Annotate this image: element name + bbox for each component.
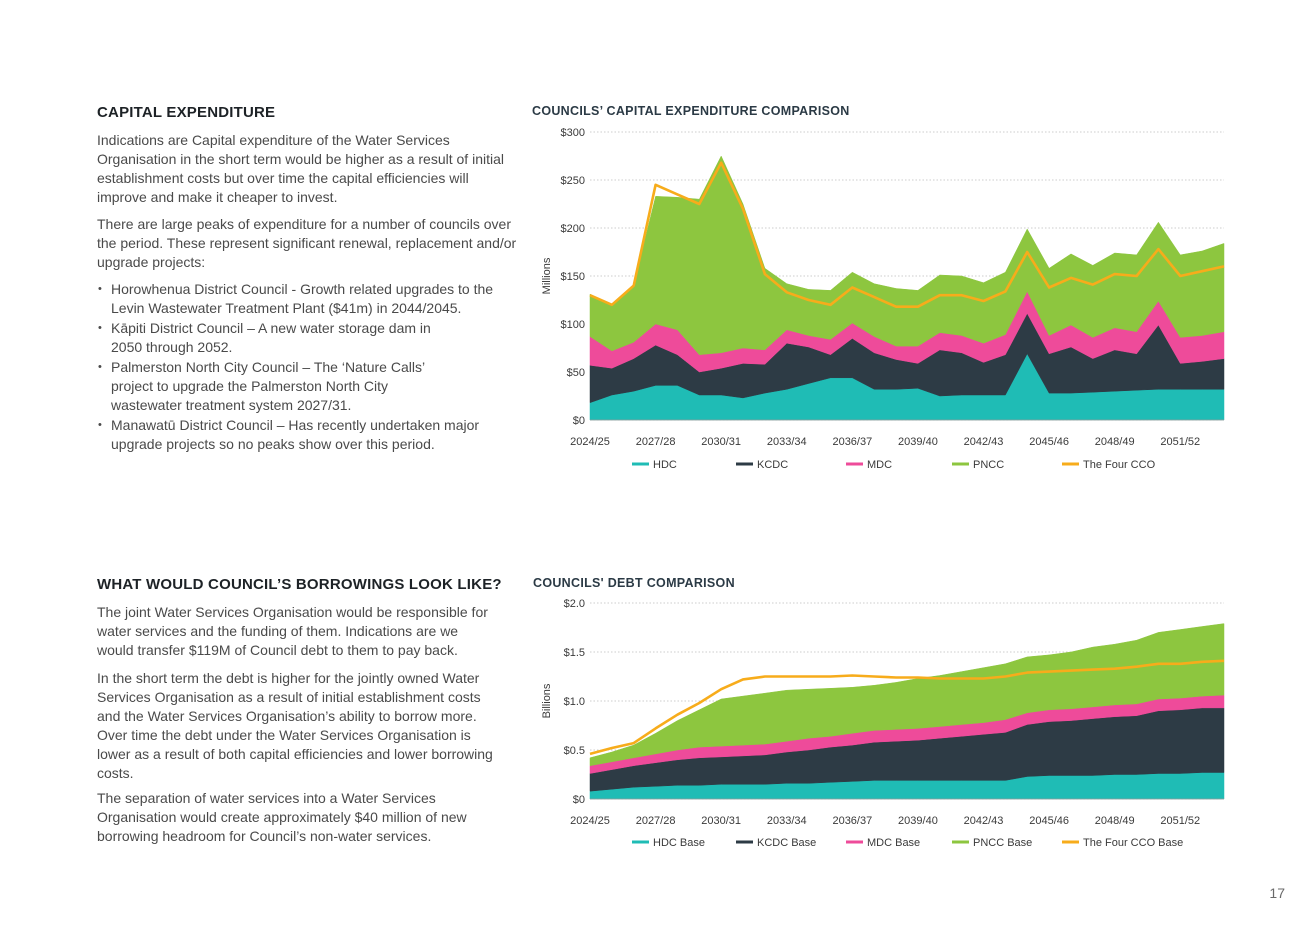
legend-label-hdc: HDC xyxy=(653,459,677,471)
legend-label-mdc: MDC xyxy=(867,459,892,471)
debt-paragraph-2: In the short term the debt is higher for… xyxy=(97,670,493,781)
debt-heading: WHAT WOULD COUNCIL’S BORROWINGS LOOK LIK… xyxy=(97,576,502,593)
line-the-four-cco-base xyxy=(589,659,1225,756)
bullet-kapiti: Kāpiti District Council – A new water st… xyxy=(97,319,441,357)
y-tick-label: $1.0 xyxy=(564,696,585,708)
capex-chart-title: COUNCILS’ CAPITAL EXPENDITURE COMPARISON xyxy=(532,104,850,118)
x-tick-label: 2036/37 xyxy=(832,815,872,827)
x-tick-label: 2048/49 xyxy=(1095,815,1135,827)
x-tick-label: 2039/40 xyxy=(898,815,938,827)
y-tick-label: $2.0 xyxy=(564,598,585,610)
x-tick-label: 2045/46 xyxy=(1029,436,1069,448)
x-tick-label: 2042/43 xyxy=(964,436,1004,448)
x-tick-label: 2030/31 xyxy=(701,436,741,448)
line-the-four-cco xyxy=(589,161,1225,308)
capex-area-chart: $0 $50 $100 $150 $200 $250 $300 Millions 2024/25… xyxy=(541,127,1225,471)
capex-heading: CAPITAL EXPENDITURE xyxy=(97,104,276,121)
x-tick-label: 2033/34 xyxy=(767,436,807,448)
legend-label-kcdc: KCDC xyxy=(757,459,788,471)
x-tick-label: 2024/25 xyxy=(570,815,610,827)
legend-label-hdc-base: HDC Base xyxy=(653,837,705,849)
y-tick-label: $0 xyxy=(573,794,585,806)
capex-bullet-list: Horowhenua District Council - Growth rel… xyxy=(97,280,517,455)
legend-label-mdc-base: MDC Base xyxy=(867,837,920,849)
legend-label-pncc-base: PNCC Base xyxy=(973,837,1032,849)
capex-paragraph-1: Indications are Capital expenditure of t… xyxy=(97,132,504,205)
debt-paragraph-1: The joint Water Services Organisation wo… xyxy=(97,604,488,658)
x-tick-label: 2045/46 xyxy=(1029,815,1069,827)
area-pncc-base xyxy=(589,623,1225,766)
x-tick-label: 2039/40 xyxy=(898,436,938,448)
x-tick-label: 2024/25 xyxy=(570,436,610,448)
y-axis-label: Millions xyxy=(541,257,553,294)
x-tick-label: 2048/49 xyxy=(1095,436,1135,448)
legend-label-the-four-cco-base: The Four CCO Base xyxy=(1083,837,1183,849)
y-tick-label: $150 xyxy=(561,271,585,283)
x-tick-label: 2033/34 xyxy=(767,815,807,827)
y-axis-label: Billions xyxy=(541,683,553,718)
y-tick-label: $200 xyxy=(561,223,585,235)
y-tick-label: $0.5 xyxy=(564,745,585,757)
y-tick-label: $1.5 xyxy=(564,647,585,659)
x-tick-label: 2051/52 xyxy=(1160,815,1200,827)
legend-label-kcdc-base: KCDC Base xyxy=(757,837,816,849)
y-tick-label: $100 xyxy=(561,319,585,331)
y-tick-label: $250 xyxy=(561,175,585,187)
x-tick-label: 2036/37 xyxy=(832,436,872,448)
bullet-manawatu: Manawatū District Council – Has recently… xyxy=(97,416,496,454)
y-tick-label: $0 xyxy=(573,415,585,427)
page-number: 17 xyxy=(1269,885,1285,901)
legend-label-pncc: PNCC xyxy=(973,459,1004,471)
bullet-palmerston-north: Palmerston North City Council – The ‘Nat… xyxy=(97,358,431,415)
debt-chart-title: COUNCILS' DEBT COMPARISON xyxy=(533,576,735,590)
bullet-horowhenua: Horowhenua District Council - Growth rel… xyxy=(97,280,511,318)
debt-paragraph-3: The separation of water services into a … xyxy=(97,790,467,844)
debt-area-chart: $0 $0.5 $1.0 $1.5 $2.0 Billions 2024/25 2027/28… xyxy=(541,598,1225,849)
area-pncc xyxy=(589,155,1225,355)
y-tick-label: $300 xyxy=(561,127,585,139)
legend-label-the-four-cco: The Four CCO xyxy=(1083,459,1156,471)
x-tick-label: 2027/28 xyxy=(636,436,676,448)
x-tick-label: 2030/31 xyxy=(701,815,741,827)
x-tick-label: 2051/52 xyxy=(1160,436,1200,448)
x-tick-label: 2027/28 xyxy=(636,815,676,827)
x-tick-label: 2042/43 xyxy=(964,815,1004,827)
y-tick-label: $50 xyxy=(567,367,585,379)
capex-paragraph-2: There are large peaks of expenditure for… xyxy=(97,216,517,270)
